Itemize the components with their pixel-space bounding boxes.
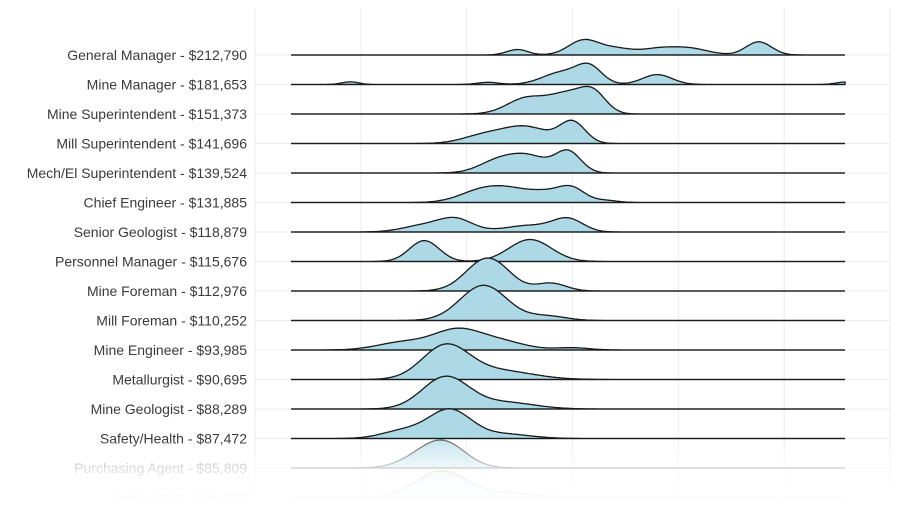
ridge-0 xyxy=(291,38,845,56)
density-curve xyxy=(291,470,845,499)
y-tick-label: Mine Geologist - $88,289 xyxy=(91,401,248,417)
y-tick-label: Mine Engineer - $93,985 xyxy=(94,342,248,358)
y-tick-label: Personnel Manager - $115,676 xyxy=(55,254,247,270)
density-curve xyxy=(291,184,845,204)
density-curve xyxy=(291,238,845,263)
ridge-2 xyxy=(291,85,845,115)
ridge-8 xyxy=(291,257,845,292)
density-curve xyxy=(291,149,845,174)
ridge-12 xyxy=(291,375,845,410)
y-axis-labels: General Manager - $212,790 Mine Manager -… xyxy=(27,47,247,506)
y-tick-label: Purchasing Agent - $85,809 xyxy=(74,460,247,476)
ridge-10 xyxy=(291,327,845,351)
density-curve xyxy=(291,38,845,56)
density-curve xyxy=(291,62,846,86)
density-curve xyxy=(291,408,845,440)
y-tick-label: Senior Geologist - $118,879 xyxy=(74,224,248,240)
density-curve xyxy=(291,375,845,410)
y-tick-label: Mine Manager - $181,653 xyxy=(87,77,248,93)
ridge-1 xyxy=(291,62,846,86)
y-tick-label: Accountant - $85,002 xyxy=(114,490,247,506)
density-curve xyxy=(291,216,845,233)
density-curve xyxy=(291,257,845,292)
ridge-5 xyxy=(291,184,845,204)
density-curve xyxy=(291,327,845,351)
y-tick-label: Mine Superintendent - $151,373 xyxy=(47,106,247,122)
y-tick-label: Safety/Health - $87,472 xyxy=(100,431,247,447)
y-tick-label: Chief Engineer - $131,885 xyxy=(84,195,248,211)
density-curve xyxy=(291,85,845,115)
ridge-11 xyxy=(291,343,845,381)
ridge-13 xyxy=(291,408,845,440)
y-tick-label: Mine Foreman - $112,976 xyxy=(87,283,247,299)
ridge-4 xyxy=(291,149,845,174)
density-curve xyxy=(291,119,845,145)
ridge-14 xyxy=(291,439,845,469)
y-tick-label: Mech/El Superintendent - $139,524 xyxy=(27,165,247,181)
y-tick-label: General Manager - $212,790 xyxy=(67,47,247,63)
y-tick-label: Mill Foreman - $110,252 xyxy=(96,313,247,329)
ridge-7 xyxy=(291,238,845,263)
ridge-15 xyxy=(291,470,845,499)
density-curve xyxy=(291,439,845,469)
y-tick-label: Mill Superintendent - $141,696 xyxy=(56,136,247,152)
ridge-3 xyxy=(291,119,845,145)
y-tick-label: Metallurgist - $90,695 xyxy=(112,372,247,388)
ridge-6 xyxy=(291,216,845,233)
ridge-series xyxy=(291,38,846,499)
ridge-9 xyxy=(291,284,845,322)
